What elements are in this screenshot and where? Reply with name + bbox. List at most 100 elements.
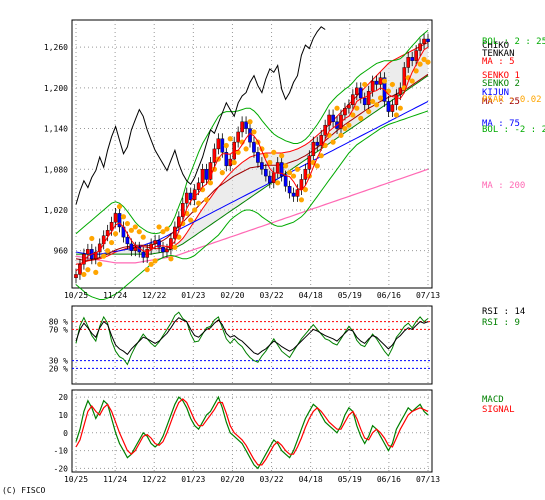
candle-body [374,80,379,85]
psar-dot [354,105,360,111]
legend-label: CHIKO [482,41,509,51]
rsi14-line [75,317,429,356]
legend-label: MACD [482,395,504,405]
candle-body [279,162,284,177]
candle-body [295,189,300,197]
legend-label: TENKAN [482,49,515,59]
candle-body [204,169,209,180]
candle-body [422,38,426,44]
psar-dot [219,170,225,176]
legend-label: SENKO 2 [482,79,520,89]
psar-dot [196,200,202,206]
candle-body [327,114,331,126]
candle-body [370,80,375,92]
copyright-label: (C) FISCO [2,486,46,495]
psar-dot [381,78,388,84]
candle-body [117,213,122,228]
psar-dot [160,229,166,235]
legend-label: RSI : 14 [482,307,525,317]
psar-dot [322,142,328,149]
x-tick-label: 04/18 [299,291,323,300]
candle-body [386,101,391,112]
legend-label: SIGNAL [482,405,515,415]
psar-dot [108,239,115,246]
candle-body [299,179,304,190]
candle-body [200,169,205,184]
candle-body [287,186,292,194]
y-tick-label: 1,140 [44,125,68,134]
psar-dot [89,235,95,242]
psar-dot [267,159,273,166]
psar-dot [112,231,119,237]
candle-body [93,251,98,260]
psar-dot [334,105,340,111]
psar-dot [164,226,170,232]
candle-body [177,216,181,228]
candle-body [311,141,316,156]
y-tick-label: -20 [54,464,69,473]
candle-body [319,135,324,146]
candle-body [394,94,399,106]
y-tick-label: 20 % [49,364,68,373]
psar-dot [188,217,194,223]
psar-dot [93,269,99,275]
y-tick-label: 80 % [49,318,68,327]
candle-body [398,87,403,95]
psar-dot [116,203,123,210]
x-tick-label: 11/24 [103,291,127,300]
x-tick-label: 02/20 [220,291,244,300]
candle-body [351,94,355,106]
psar-dot [120,214,127,220]
bollinger-upper-line [75,29,429,235]
y-tick-label: 1,080 [44,165,68,174]
y-tick-label: 0 [63,429,68,438]
psar-dot [421,56,427,62]
y-tick-label: 960 [54,247,69,256]
candle-body [303,169,308,180]
psar-dot [168,256,174,262]
psar-dot [373,102,380,108]
legend-label: MA : 5 [482,57,515,67]
macd-line [75,395,429,470]
x-tick-label: 07/13 [416,475,440,484]
legend-label: MA : 200 [482,181,525,191]
legend-label: KIJUN [482,88,509,98]
y-tick-label: 1,020 [44,206,68,215]
y-tick-label: 1,260 [44,43,68,52]
bollinger-lower-line [75,110,429,300]
ma200-line [75,168,429,264]
candle-body [343,108,347,116]
y-tick-label: 70 % [49,325,68,334]
legend-label: RSI : 9 [482,318,520,328]
x-tick-label: 12/22 [142,291,166,300]
rsi9-line [75,311,429,366]
candle-body [355,87,359,95]
psar-dot [346,122,352,128]
candle-body [133,247,138,251]
chiko-line [75,26,326,205]
x-tick-label: 10/25 [64,291,88,300]
psar-dot [247,119,253,125]
candle-body [378,77,383,85]
signal-line [75,398,429,466]
psar-dot [302,187,308,193]
x-tick-label: 04/18 [299,475,323,484]
psar-dot [290,173,297,179]
candle-body [236,131,240,143]
candle-body [224,152,229,167]
legend-label: BOL : 2 : 25 [482,37,545,47]
x-tick-label: 12/22 [142,475,166,484]
candle-body [173,226,177,239]
ichimoku-cloud [76,42,428,265]
legend-label: MA : 25 [482,97,520,107]
x-tick-label: 01/23 [181,475,205,484]
psar-dot [192,207,198,213]
candle-body [180,202,185,217]
candle-body [153,240,157,245]
psar-dot [172,244,178,250]
x-tick-label: 03/22 [260,291,284,300]
candle-body [184,192,189,204]
